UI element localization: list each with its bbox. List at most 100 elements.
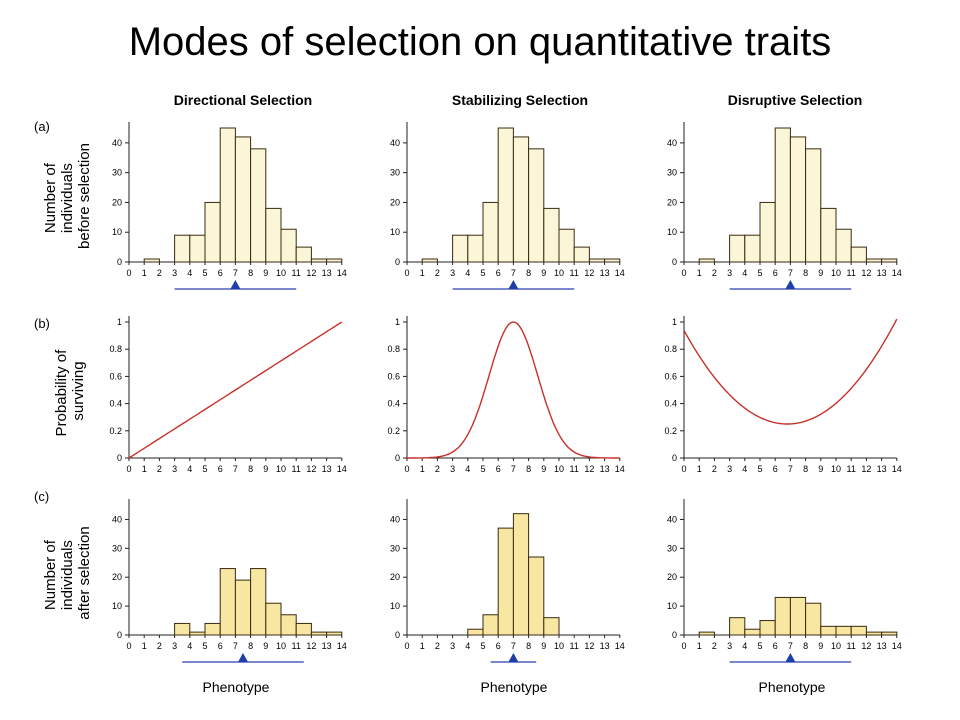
x-tick-label-disruptive-before: 3: [727, 268, 732, 278]
y-tick-label-disruptive-before: 20: [667, 197, 677, 207]
survival-curve-disruptive-survival: [683, 318, 898, 425]
x-tick-label-directional-survival: 11: [292, 464, 301, 474]
x-tick-label-directional-before: 9: [263, 268, 268, 278]
y-tick-label-directional-after: 20: [112, 572, 122, 582]
y-tick-label-stabilizing-after: 10: [390, 601, 400, 611]
x-tick-label-stabilizing-after: 6: [496, 641, 501, 651]
y-tick-label-disruptive-survival: 1: [672, 317, 677, 327]
x-tick-label-disruptive-after: 7: [788, 641, 793, 651]
bar-stabilizing-after: [528, 556, 545, 636]
bar-disruptive-after: [729, 617, 746, 636]
bar-disruptive-after: [789, 596, 807, 636]
bar-disruptive-after: [850, 625, 867, 636]
x-tick-label-stabilizing-before: 0: [404, 268, 409, 278]
bar-directional-after: [250, 568, 267, 636]
y-axis-labels: Number of individuals before selection P…: [42, 143, 93, 620]
x-tick-label-disruptive-before: 8: [803, 268, 808, 278]
bar-disruptive-before: [850, 246, 867, 263]
y-tick-label-disruptive-survival: 0.6: [664, 371, 677, 381]
mean-marker-stabilizing-before: [508, 280, 519, 289]
y-tick-label-disruptive-survival: 0: [672, 453, 677, 463]
bar-disruptive-after: [881, 631, 898, 636]
y-tick-label-directional-before: 40: [112, 138, 122, 148]
x-tick-label-directional-after: 6: [218, 641, 223, 651]
x-tick-label-directional-survival: 13: [322, 464, 332, 474]
bar-disruptive-after: [835, 625, 852, 636]
y-tick-label-disruptive-after: 10: [667, 601, 677, 611]
y-label-a-line2: individuals: [59, 163, 76, 233]
bar-directional-after: [280, 614, 297, 636]
chart-stabilizing-survival: 00.20.40.60.810 1 2 3 4 5 6 7 8 9 10 11 12 13 14: [387, 316, 625, 474]
y-tick-label-disruptive-survival: 0.2: [664, 426, 677, 436]
y-tick-label-stabilizing-after: 20: [390, 572, 400, 582]
bar-stabilizing-before: [467, 234, 484, 263]
x-tick-label-directional-after: 1: [142, 641, 147, 651]
x-tick-label-stabilizing-survival: 6: [496, 464, 501, 474]
bar-disruptive-after: [774, 596, 791, 636]
y-tick-label-disruptive-after: 40: [667, 514, 677, 524]
mean-marker-stabilizing-after: [508, 653, 519, 662]
x-tick-label-stabilizing-after: 13: [600, 641, 610, 651]
y-tick-label-directional-before: 20: [112, 197, 122, 207]
x-tick-label-directional-before: 11: [292, 268, 301, 278]
x-tick-label-directional-before: 0: [126, 268, 131, 278]
bar-stabilizing-before: [497, 127, 514, 263]
x-tick-label-directional-after: 5: [202, 641, 207, 651]
x-tick-label-disruptive-survival: 1: [697, 464, 702, 474]
x-tick-label-directional-after: 8: [248, 641, 253, 651]
x-tick-label-directional-survival: 9: [263, 464, 268, 474]
x-tick-label-disruptive-survival: 6: [773, 464, 778, 474]
x-label-directional: Phenotype: [203, 679, 270, 695]
slide-title: Modes of selection on quantitative trait…: [128, 20, 832, 64]
y-label-row-b: Probability of surviving: [53, 346, 87, 437]
bar-directional-before: [189, 234, 206, 263]
x-tick-label-directional-survival: 2: [157, 464, 162, 474]
x-tick-label-disruptive-survival: 10: [831, 464, 841, 474]
bar-stabilizing-before: [573, 246, 590, 263]
x-tick-label-directional-after: 7: [233, 641, 238, 651]
x-tick-label-disruptive-before: 11: [847, 268, 856, 278]
x-tick-label-directional-survival: 14: [337, 464, 347, 474]
mean-marker-directional-after: [238, 653, 248, 662]
x-tick-label-stabilizing-survival: 11: [570, 464, 579, 474]
x-tick-label-disruptive-survival: 3: [727, 464, 732, 474]
bar-directional-after: [189, 631, 206, 636]
x-tick-label-stabilizing-before: 13: [600, 268, 610, 278]
y-tick-label-directional-survival: 0.4: [109, 399, 122, 409]
y-tick-label-disruptive-after: 0: [672, 630, 677, 640]
y-tick-label-stabilizing-survival: 0.8: [387, 344, 400, 354]
y-tick-label-stabilizing-after: 40: [390, 514, 400, 524]
x-tick-label-directional-survival: 1: [142, 464, 147, 474]
x-tick-label-stabilizing-before: 11: [570, 268, 579, 278]
bar-directional-after: [310, 631, 328, 636]
x-tick-label-disruptive-before: 4: [742, 268, 747, 278]
x-tick-label-directional-before: 10: [276, 268, 286, 278]
bar-directional-after: [234, 579, 252, 636]
x-tick-label-stabilizing-survival: 10: [554, 464, 564, 474]
y-tick-label-stabilizing-survival: 0.2: [387, 426, 400, 436]
bar-stabilizing-before: [512, 136, 530, 263]
x-tick-label-directional-before: 14: [337, 268, 347, 278]
y-tick-label-disruptive-after: 20: [667, 572, 677, 582]
x-tick-label-stabilizing-after: 14: [615, 641, 625, 651]
x-tick-label-disruptive-after: 0: [681, 641, 686, 651]
bar-disruptive-before: [774, 127, 791, 263]
x-tick-label-disruptive-survival: 2: [712, 464, 717, 474]
y-tick-label-directional-survival: 0.6: [109, 371, 122, 381]
bar-stabilizing-before: [482, 201, 499, 263]
x-tick-label-disruptive-survival: 8: [803, 464, 808, 474]
x-tick-label-disruptive-survival: 5: [757, 464, 762, 474]
x-tick-label-disruptive-after: 4: [742, 641, 747, 651]
mean-marker-disruptive-before: [785, 280, 796, 289]
x-tick-label-stabilizing-before: 8: [526, 268, 531, 278]
bar-directional-before: [265, 207, 282, 263]
x-tick-label-directional-after: 3: [172, 641, 177, 651]
mean-marker-directional-before: [230, 280, 241, 289]
x-tick-label-stabilizing-after: 0: [404, 641, 409, 651]
column-title-disruptive: Disruptive Selection: [728, 92, 863, 108]
x-tick-label-disruptive-before: 6: [773, 268, 778, 278]
bar-disruptive-before: [698, 258, 715, 263]
bar-directional-before: [204, 201, 221, 263]
bar-disruptive-after: [759, 620, 776, 636]
